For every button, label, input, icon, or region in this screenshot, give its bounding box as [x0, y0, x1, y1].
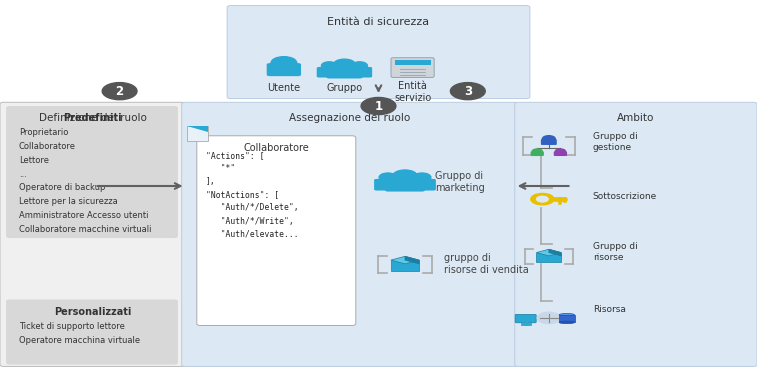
Circle shape — [413, 173, 431, 182]
Circle shape — [537, 196, 548, 202]
FancyBboxPatch shape — [227, 6, 530, 99]
FancyBboxPatch shape — [531, 151, 544, 156]
Text: Risorsa: Risorsa — [593, 305, 625, 314]
Text: Gruppo: Gruppo — [326, 83, 363, 93]
Text: Collaboratore: Collaboratore — [244, 143, 309, 153]
Text: Utente: Utente — [267, 83, 301, 93]
Circle shape — [531, 193, 554, 205]
Text: Ambito: Ambito — [617, 113, 655, 124]
Circle shape — [450, 83, 485, 100]
FancyBboxPatch shape — [385, 177, 425, 192]
Text: Operatore di backup: Operatore di backup — [19, 183, 105, 192]
Text: Assegnazione del ruolo: Assegnazione del ruolo — [289, 113, 411, 124]
Circle shape — [334, 59, 355, 70]
Circle shape — [379, 173, 397, 182]
Circle shape — [102, 83, 137, 100]
Text: Sottoscrizione: Sottoscrizione — [593, 192, 657, 201]
Text: Ticket di supporto lettore: Ticket di supporto lettore — [19, 322, 125, 331]
Text: Gruppo di
marketing: Gruppo di marketing — [435, 171, 485, 193]
Polygon shape — [549, 249, 561, 256]
FancyBboxPatch shape — [540, 139, 556, 145]
Circle shape — [555, 149, 565, 154]
Text: 2: 2 — [116, 85, 123, 97]
FancyBboxPatch shape — [350, 67, 372, 77]
Text: Collaboratore: Collaboratore — [19, 142, 76, 151]
FancyBboxPatch shape — [394, 60, 431, 65]
Polygon shape — [536, 253, 561, 262]
Text: 3: 3 — [464, 85, 472, 97]
FancyBboxPatch shape — [266, 63, 301, 76]
FancyBboxPatch shape — [182, 102, 519, 366]
FancyBboxPatch shape — [411, 179, 436, 190]
Text: Gruppo di
risorse: Gruppo di risorse — [593, 242, 637, 262]
Circle shape — [532, 149, 542, 154]
Polygon shape — [391, 256, 419, 264]
Ellipse shape — [559, 321, 575, 324]
FancyBboxPatch shape — [559, 315, 575, 323]
Text: 1: 1 — [375, 100, 382, 112]
Text: gruppo di
risorse di vendita: gruppo di risorse di vendita — [444, 253, 529, 275]
Polygon shape — [391, 260, 419, 271]
FancyBboxPatch shape — [553, 151, 567, 156]
Circle shape — [322, 62, 337, 70]
Text: Collaboratore macchine virtuali: Collaboratore macchine virtuali — [19, 225, 151, 234]
FancyBboxPatch shape — [326, 65, 363, 78]
Circle shape — [537, 312, 560, 324]
Text: Predefiniti: Predefiniti — [64, 113, 122, 124]
FancyBboxPatch shape — [374, 179, 399, 190]
Text: Proprietario: Proprietario — [19, 128, 68, 137]
Text: Lettore: Lettore — [19, 156, 49, 165]
Text: Gruppo di
gestione: Gruppo di gestione — [593, 132, 637, 152]
Polygon shape — [187, 126, 208, 141]
Text: Amministratore Accesso utenti: Amministratore Accesso utenti — [19, 211, 148, 220]
FancyBboxPatch shape — [0, 102, 185, 366]
Circle shape — [352, 62, 367, 70]
Polygon shape — [187, 126, 208, 132]
Text: ...: ... — [19, 170, 26, 179]
FancyBboxPatch shape — [197, 136, 356, 326]
Text: Entità di sicurezza: Entità di sicurezza — [328, 17, 429, 27]
Circle shape — [542, 136, 555, 142]
Circle shape — [361, 97, 396, 115]
Text: Lettore per la sicurezza: Lettore per la sicurezza — [19, 197, 117, 206]
Text: Personalizzati: Personalizzati — [54, 307, 132, 317]
FancyBboxPatch shape — [515, 314, 536, 323]
Ellipse shape — [559, 314, 575, 316]
FancyBboxPatch shape — [515, 102, 757, 366]
Text: Definizione del ruolo: Definizione del ruolo — [39, 113, 147, 124]
Circle shape — [393, 170, 417, 182]
FancyBboxPatch shape — [6, 106, 178, 238]
Text: Entità
servizio: Entità servizio — [394, 81, 431, 103]
Text: "Actions": [
   "*"
],
"NotActions": [
   "Auth/*/Delete",
   "Auth/*/Write",
  : "Actions": [ "*" ], "NotActions": [ "Aut… — [206, 151, 298, 239]
Circle shape — [271, 57, 297, 69]
FancyBboxPatch shape — [391, 58, 435, 77]
Polygon shape — [405, 256, 419, 264]
FancyBboxPatch shape — [6, 299, 178, 365]
FancyBboxPatch shape — [316, 67, 339, 77]
Polygon shape — [536, 249, 561, 256]
Text: Operatore macchina virtuale: Operatore macchina virtuale — [19, 336, 140, 344]
